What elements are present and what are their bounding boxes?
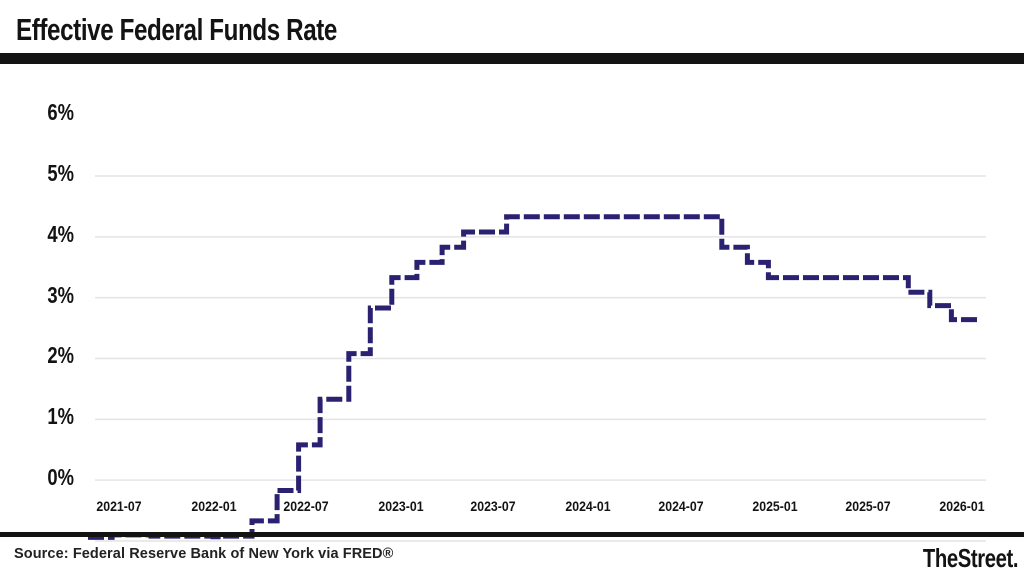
x-tick-2023-01: 2023-01 — [377, 498, 424, 514]
x-tick-2024-07: 2024-07 — [658, 498, 704, 514]
x-tick-2021-07: 2021-07 — [96, 498, 142, 514]
y-tick-6%: 6% — [47, 99, 74, 125]
source-attribution: Source: Federal Reserve Bank of New York… — [14, 546, 394, 562]
y-tick-3%: 3% — [47, 281, 74, 308]
x-tick-2022-07: 2022-07 — [283, 498, 329, 514]
y-tick-1%: 1% — [47, 403, 74, 430]
x-tick-2026-01: 2026-01 — [939, 498, 985, 514]
title-divider — [0, 53, 1024, 64]
x-tick-2022-01: 2022-01 — [190, 498, 237, 514]
x-tick-2024-01: 2024-01 — [564, 498, 611, 514]
x-tick-2023-07: 2023-07 — [470, 498, 516, 514]
y-tick-2%: 2% — [47, 342, 74, 369]
chart-title: Effective Federal Funds Rate — [16, 12, 337, 47]
x-tick-2025-07: 2025-07 — [845, 498, 891, 514]
x-tick-2025-01: 2025-01 — [752, 498, 798, 514]
y-tick-5%: 5% — [47, 159, 74, 186]
effr-step-line — [88, 214, 978, 540]
effr-chart — [0, 64, 1024, 542]
thestreet-logo: TheStreet. — [922, 543, 1019, 573]
y-tick-0%: 0% — [47, 464, 74, 490]
footer-divider — [0, 532, 1024, 537]
y-tick-4%: 4% — [47, 220, 74, 247]
